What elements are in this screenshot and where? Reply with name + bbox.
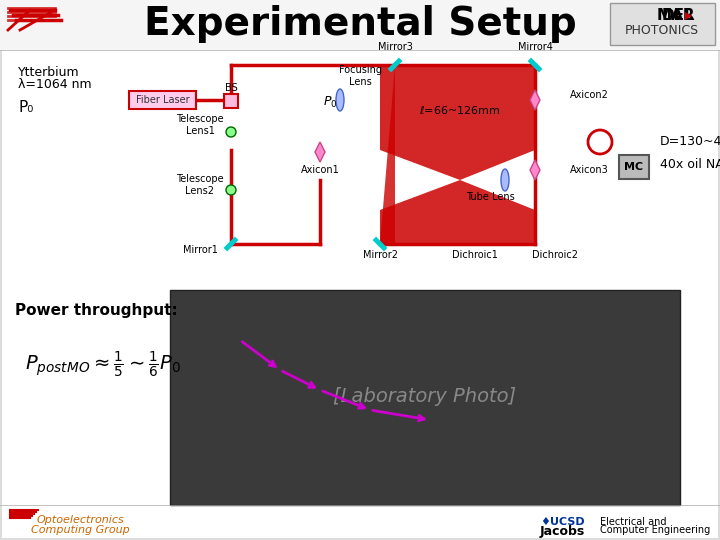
Ellipse shape: [336, 89, 344, 111]
Text: Optoelectronics: Optoelectronics: [36, 515, 124, 525]
Text: Experimental Setup: Experimental Setup: [143, 5, 577, 43]
Polygon shape: [380, 65, 395, 244]
Text: λ=1064 nm: λ=1064 nm: [18, 78, 91, 91]
Text: D=130~430μm: D=130~430μm: [660, 136, 720, 148]
Bar: [0, 0, 720, 50]
Bar: [224, 237, 238, 252]
Text: Mirror1: Mirror1: [183, 245, 217, 255]
Polygon shape: [315, 142, 325, 162]
Text: Jacobs: Jacobs: [540, 524, 585, 537]
Text: P₀: P₀: [18, 99, 33, 114]
Text: Axicon2: Axicon2: [570, 90, 609, 100]
Text: Focusing
Lens: Focusing Lens: [338, 65, 382, 87]
Text: PHOTONICS: PHOTONICS: [625, 24, 699, 37]
Text: Mirror2: Mirror2: [362, 250, 397, 260]
Bar: [387, 58, 402, 72]
Ellipse shape: [501, 169, 509, 191]
Text: Computing Group: Computing Group: [31, 525, 130, 535]
Text: Ytterbium: Ytterbium: [18, 65, 80, 78]
Polygon shape: [685, 12, 692, 20]
FancyBboxPatch shape: [619, 155, 649, 179]
Text: Dichroic1: Dichroic1: [452, 250, 498, 260]
Text: $\ell$=66~126mm: $\ell$=66~126mm: [419, 104, 501, 116]
FancyBboxPatch shape: [610, 3, 715, 45]
Text: Electrical and: Electrical and: [600, 517, 667, 527]
Circle shape: [226, 127, 236, 137]
Text: Dichroic2: Dichroic2: [532, 250, 578, 260]
Text: Telescope
Lens2: Telescope Lens2: [176, 174, 224, 196]
Text: Tube Lens: Tube Lens: [466, 192, 514, 202]
Text: MC: MC: [624, 162, 644, 172]
Text: MAR: MAR: [657, 9, 695, 24]
Bar: [372, 237, 387, 252]
Text: ♦UCSD: ♦UCSD: [540, 517, 585, 527]
FancyBboxPatch shape: [224, 94, 238, 108]
Polygon shape: [530, 90, 540, 110]
Text: Fiber Laser: Fiber Laser: [136, 95, 190, 105]
Bar: [528, 58, 542, 72]
Text: Power throughput:: Power throughput:: [15, 302, 178, 318]
Polygon shape: [380, 65, 535, 244]
Text: Axicon3: Axicon3: [570, 165, 608, 175]
Text: Computer Engineering: Computer Engineering: [600, 525, 710, 535]
Text: $P_{postMO} \approx \frac{1}{5}\sim\frac{1}{6}P_0$: $P_{postMO} \approx \frac{1}{5}\sim\frac…: [25, 350, 181, 380]
Text: 40x oil NA=1.3: 40x oil NA=1.3: [660, 159, 720, 172]
Text: Axicon1: Axicon1: [301, 165, 339, 175]
Text: [Laboratory Photo]: [Laboratory Photo]: [333, 388, 516, 407]
Circle shape: [226, 185, 236, 195]
Text: DEL: DEL: [662, 9, 695, 24]
Text: Mirror3: Mirror3: [377, 42, 413, 52]
Polygon shape: [530, 160, 540, 180]
FancyBboxPatch shape: [170, 290, 680, 505]
Text: Telescope
Lens1: Telescope Lens1: [176, 114, 224, 136]
Text: $P_0$: $P_0$: [323, 94, 337, 110]
Text: Mirror4: Mirror4: [518, 42, 552, 52]
FancyBboxPatch shape: [129, 91, 196, 109]
Text: BS: BS: [225, 83, 238, 93]
